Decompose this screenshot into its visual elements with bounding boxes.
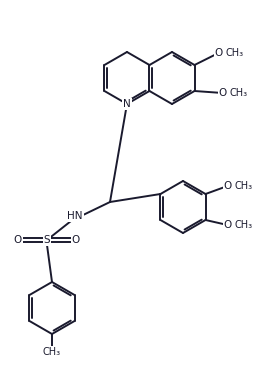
Text: CH₃: CH₃: [234, 181, 253, 191]
Text: O: O: [224, 181, 232, 191]
Text: O: O: [72, 235, 80, 245]
Text: CH₃: CH₃: [43, 347, 61, 357]
Text: N: N: [123, 99, 131, 109]
Text: O: O: [14, 235, 22, 245]
Text: O: O: [218, 88, 227, 98]
Text: O: O: [214, 48, 223, 58]
Text: CH₃: CH₃: [234, 220, 253, 230]
Text: CH₃: CH₃: [229, 88, 248, 98]
Text: S: S: [44, 235, 50, 245]
Text: HN: HN: [67, 211, 83, 221]
Text: CH₃: CH₃: [226, 48, 244, 58]
Text: O: O: [224, 220, 232, 230]
